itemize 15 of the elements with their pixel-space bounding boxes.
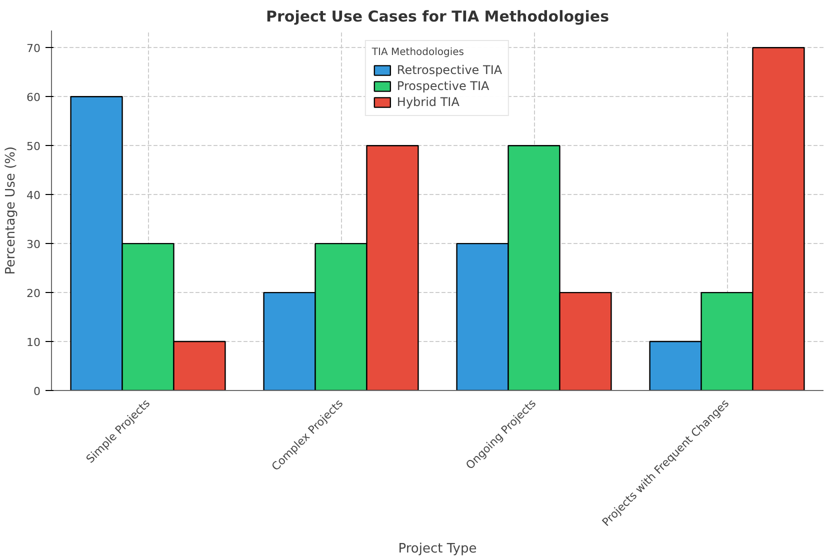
legend-label: Prospective TIA: [396, 79, 490, 93]
y-tick-label: 30: [26, 238, 41, 252]
y-tick-label: 20: [26, 287, 41, 300]
legend-label: Retrospective TIA: [396, 63, 502, 77]
chart-title: Project Use Cases for TIA Methodologies: [266, 8, 610, 26]
y-tick-label: 60: [26, 91, 41, 104]
y-tick-label: 50: [26, 140, 41, 154]
x-axis-title: Project Type: [398, 541, 477, 556]
legend-label: Hybrid TIA: [396, 95, 460, 109]
y-tick-label: 40: [26, 189, 41, 202]
y-axis-title: Percentage Use (%): [4, 146, 19, 275]
y-tick-label: 70: [26, 42, 41, 56]
legend-title: TIA Methodologies: [372, 47, 465, 58]
y-tick-label: 10: [26, 336, 41, 350]
y-tick-label: 0: [34, 385, 40, 398]
